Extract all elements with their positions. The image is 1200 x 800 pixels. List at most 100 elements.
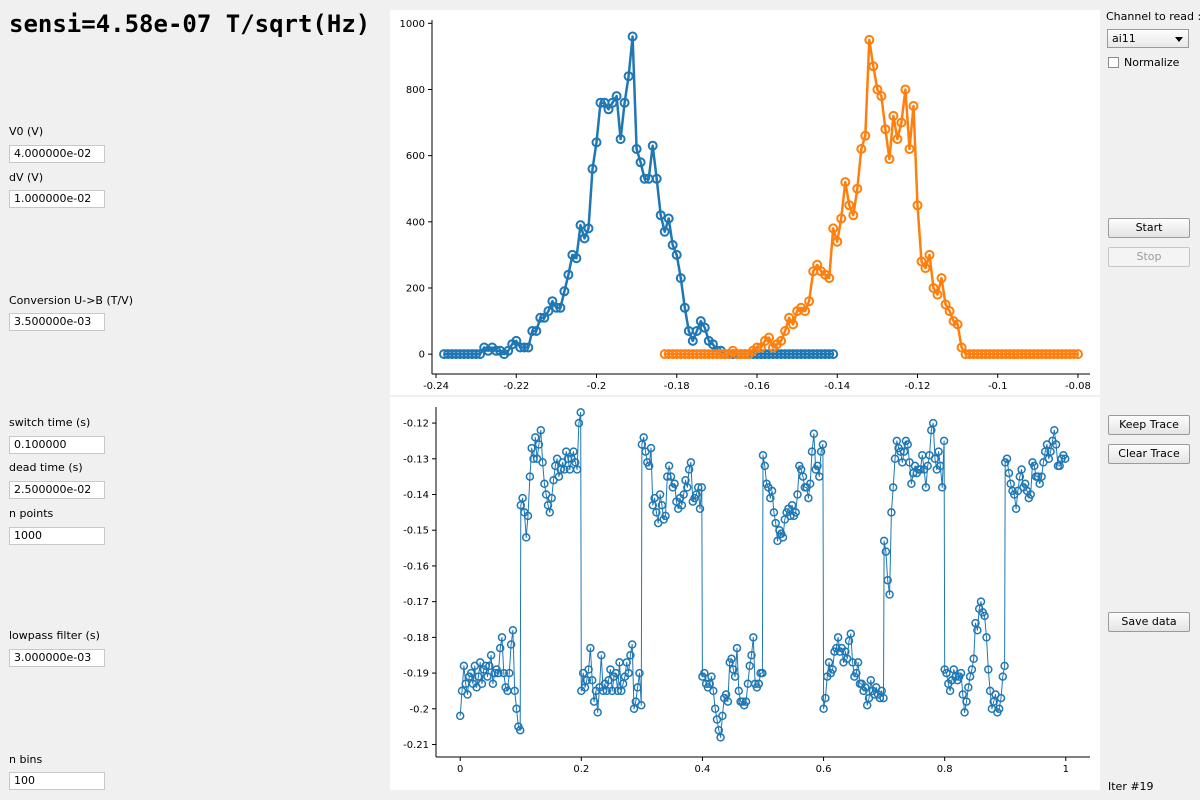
series-0-point xyxy=(936,461,945,471)
switch-time-field[interactable]: 0.100000 xyxy=(9,436,105,454)
series-0-point xyxy=(639,173,650,184)
series-1-point xyxy=(776,335,787,346)
dead-time-field[interactable]: 2.500000e-02 xyxy=(9,481,105,499)
clear-trace-button[interactable]: Clear Trace xyxy=(1108,444,1190,464)
stop-button[interactable]: Stop xyxy=(1108,247,1190,267)
y-tick-label: 600 xyxy=(406,151,425,162)
y-tick-label: -0.18 xyxy=(403,633,429,644)
switch-time-label: switch time (s) xyxy=(9,416,91,429)
series-0-point xyxy=(798,472,808,481)
x-tick-label: 0.8 xyxy=(937,764,953,775)
series-0-point xyxy=(646,443,656,453)
lowpass-field[interactable]: 3.000000e-03 xyxy=(9,649,105,667)
series-0-point xyxy=(741,697,751,706)
series-0-point xyxy=(611,91,622,102)
series-0-point xyxy=(730,672,740,681)
series-0-point xyxy=(1026,490,1035,499)
series-0-point xyxy=(572,465,582,474)
series-0-point xyxy=(583,223,594,234)
series-0-point xyxy=(471,349,482,360)
series-0-point xyxy=(463,690,472,699)
n-points-field[interactable]: 1000 xyxy=(9,527,105,545)
y-tick-label: 1000 xyxy=(400,19,425,30)
series-0-point xyxy=(888,483,898,492)
series-1-point xyxy=(908,101,919,111)
y-tick-label: 400 xyxy=(406,217,425,228)
series-0-point xyxy=(758,450,768,460)
start-button[interactable]: Start xyxy=(1108,218,1190,238)
series-0-point xyxy=(767,486,777,496)
series-0-point xyxy=(962,697,971,706)
series-0-point xyxy=(455,711,465,721)
series-0-point xyxy=(559,286,570,297)
series-0-point xyxy=(907,479,916,489)
y-tick-label: -0.16 xyxy=(403,561,429,572)
series-1-point xyxy=(836,213,847,224)
sensitivity-readout: sensi=4.58e-07 T/sqrt(Hz) xyxy=(9,10,371,38)
series-0-point xyxy=(853,658,863,667)
series-0-point xyxy=(633,683,642,692)
series-0-point xyxy=(718,711,727,721)
series-1-point xyxy=(844,200,855,211)
series-0-point xyxy=(923,461,932,471)
series-0-point xyxy=(586,643,595,653)
series-1-point xyxy=(828,223,839,234)
series-0-point xyxy=(852,668,861,678)
chevron-down-icon xyxy=(1175,37,1183,42)
series-0-point xyxy=(540,479,549,489)
conversion-field[interactable]: 3.500000e-03 xyxy=(9,313,105,331)
series-0-point xyxy=(486,650,496,660)
series-1-point xyxy=(952,319,963,330)
series-0-point xyxy=(778,533,788,542)
series-1-point xyxy=(904,144,915,154)
series-0-point xyxy=(771,518,780,528)
series-0-point xyxy=(982,633,991,642)
series-0-point xyxy=(521,533,531,542)
series-0-point xyxy=(916,465,925,474)
normalize-checkbox[interactable] xyxy=(1108,57,1119,68)
series-0-point xyxy=(529,454,538,464)
series-0-point xyxy=(980,611,989,621)
series-0-point xyxy=(481,661,490,671)
series-0-point xyxy=(523,342,534,353)
series-0-point xyxy=(626,650,635,660)
series-0-point xyxy=(967,665,977,674)
series-0-point xyxy=(534,440,544,449)
series-0-point xyxy=(934,447,943,456)
save-data-button[interactable]: Save data xyxy=(1108,612,1190,632)
series-0-point xyxy=(1000,661,1009,671)
series-0-point xyxy=(866,675,876,685)
series-0-point xyxy=(813,461,822,471)
n-bins-field[interactable]: 100 xyxy=(9,772,105,790)
series-1-point xyxy=(860,130,871,141)
series-0-point xyxy=(861,683,870,692)
x-tick-label: 1 xyxy=(1063,764,1069,775)
y-tick-label: -0.21 xyxy=(403,740,429,751)
series-1-point xyxy=(824,273,835,284)
keep-trace-button[interactable]: Keep Trace xyxy=(1108,415,1190,435)
x-tick-label: -0.24 xyxy=(423,381,449,392)
series-0-point xyxy=(655,210,666,221)
x-tick-label: -0.18 xyxy=(664,381,690,392)
series-1-point xyxy=(740,349,750,360)
series-0-point xyxy=(531,326,542,336)
v0-label: V0 (V) xyxy=(9,125,44,138)
series-0-point xyxy=(887,508,896,517)
series-0-point xyxy=(651,173,662,184)
dv-field[interactable]: 1.000000e-02 xyxy=(9,190,105,208)
series-0-point xyxy=(635,157,646,168)
series-0-point xyxy=(973,625,982,635)
series-0-point xyxy=(589,697,599,706)
series-1-point xyxy=(888,110,899,121)
iteration-counter: Iter #19 xyxy=(1108,780,1154,793)
series-0-point xyxy=(474,672,483,681)
series-0-point xyxy=(538,458,547,467)
series-0-point xyxy=(663,213,674,224)
series-1-point xyxy=(840,177,851,188)
channel-select[interactable]: ai11 xyxy=(1107,29,1189,48)
series-0-point xyxy=(543,306,554,317)
x-tick-label: -0.08 xyxy=(1065,381,1091,392)
series-0-point xyxy=(1004,468,1014,478)
x-tick-label: 0.6 xyxy=(816,764,832,775)
v0-field[interactable]: 4.000000e-02 xyxy=(9,145,105,163)
